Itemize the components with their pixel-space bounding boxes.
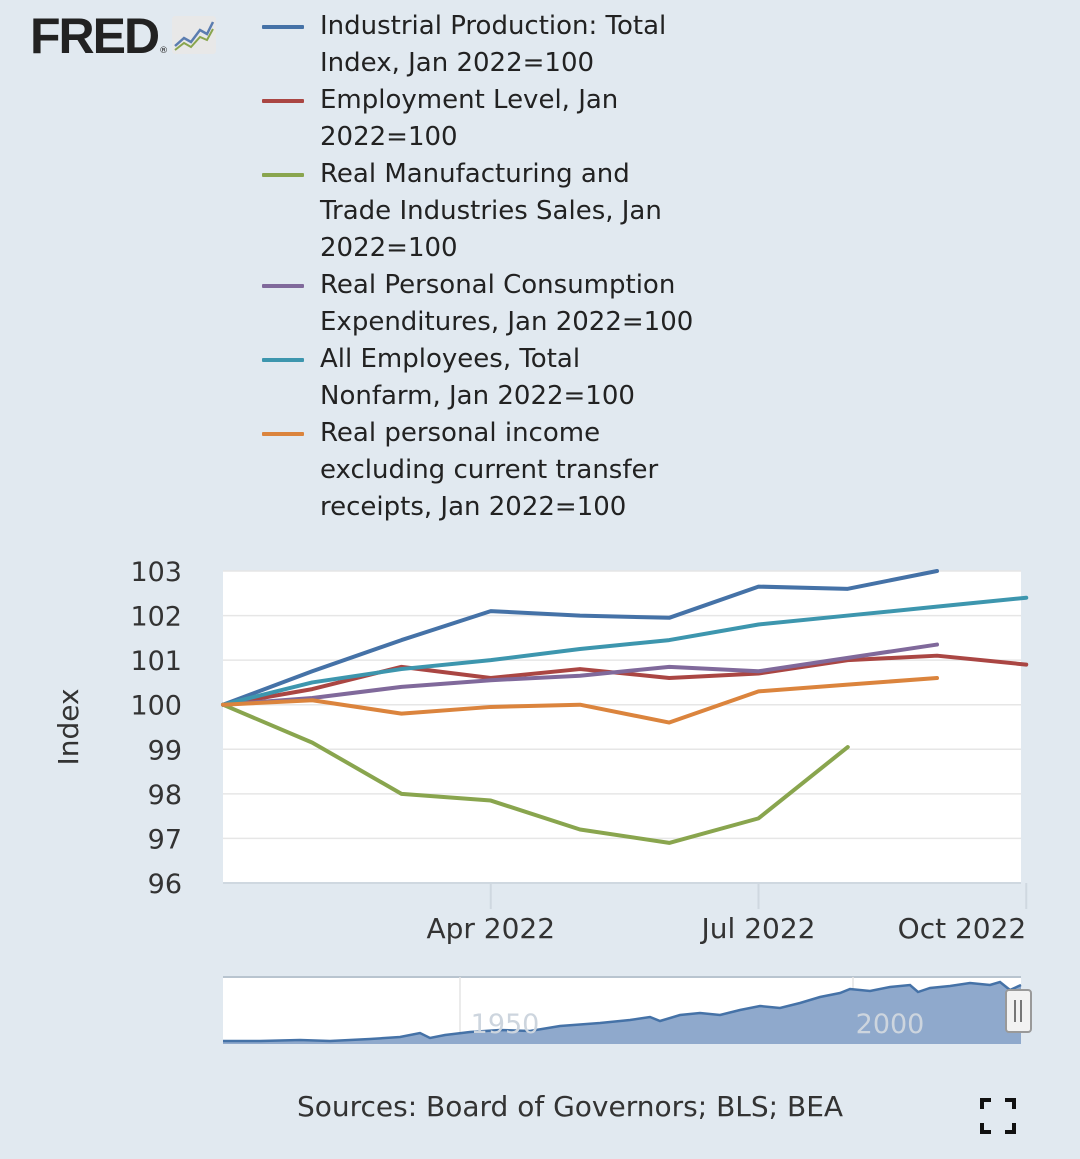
y-tick-label: 102 <box>130 602 182 633</box>
legend-label: Industrial Production: Total Index, Jan … <box>320 11 667 78</box>
y-tick-label: 99 <box>148 735 182 766</box>
navigator-line <box>223 980 1022 1043</box>
legend-item[interactable]: All Employees, Total Nonfarm, Jan 2022=1… <box>262 341 702 415</box>
series-line[interactable] <box>221 595 1029 707</box>
series-line[interactable] <box>221 702 850 845</box>
y-tick-label: 98 <box>148 780 182 811</box>
legend-item[interactable]: Employment Level, Jan 2022=100 <box>262 82 702 156</box>
series-line[interactable] <box>221 569 939 707</box>
legend-label: Real Manufacturing and Trade Industries … <box>320 159 662 263</box>
line-chart: 96 97 98 99 100 101 102 103 Apr 2022 Jul 2022 Oct … <box>52 557 1032 1044</box>
y-tick-label: 97 <box>148 824 182 855</box>
legend-item[interactable]: Real personal income excluding current t… <box>262 415 702 526</box>
x-tick-label: Apr 2022 <box>426 912 555 945</box>
legend-swatch <box>262 284 304 288</box>
navigator-label: 1950 <box>471 1009 540 1040</box>
legend-label: Real Personal Consumption Expenditures, … <box>320 270 694 337</box>
legend-item[interactable]: Real Manufacturing and Trade Industries … <box>262 156 702 267</box>
navigator-label: 2000 <box>856 1009 925 1040</box>
series-line[interactable] <box>221 653 1029 707</box>
legend-swatch <box>262 432 304 436</box>
y-tick-label: 96 <box>148 869 182 900</box>
legend-label: Real personal income excluding current t… <box>320 418 659 522</box>
legend-item[interactable]: Industrial Production: Total Index, Jan … <box>262 8 702 82</box>
logo-registered-mark: ® <box>159 46 169 56</box>
y-tick-label: 101 <box>130 646 182 677</box>
legend-swatch <box>262 173 304 177</box>
logo-text: FRED <box>30 8 160 64</box>
series-line[interactable] <box>221 675 939 725</box>
sources-note: Sources: Board of Governors; BLS; BEA <box>296 1090 844 1123</box>
chart-legend: Industrial Production: Total Index, Jan … <box>262 8 702 526</box>
y-tick-label: 100 <box>130 691 182 722</box>
fred-logo[interactable]: FRED ® <box>30 8 217 64</box>
plot-area <box>223 571 1021 883</box>
legend-swatch <box>262 25 304 29</box>
legend-swatch <box>262 99 304 103</box>
legend-swatch <box>262 358 304 362</box>
navigator-handle[interactable] <box>1005 989 1032 1033</box>
series-line[interactable] <box>221 642 939 707</box>
legend-item[interactable]: Real Personal Consumption Expenditures, … <box>262 267 702 341</box>
y-axis-label: Index <box>52 688 85 765</box>
fullscreen-icon[interactable] <box>980 1098 1016 1134</box>
chart-line-icon <box>172 16 217 58</box>
x-tick-label: Jul 2022 <box>700 912 816 945</box>
legend-label: Employment Level, Jan 2022=100 <box>320 85 619 152</box>
x-tick-label: Oct 2022 <box>898 912 1027 945</box>
y-tick-label: 103 <box>130 557 182 588</box>
legend-label: All Employees, Total Nonfarm, Jan 2022=1… <box>320 344 635 411</box>
